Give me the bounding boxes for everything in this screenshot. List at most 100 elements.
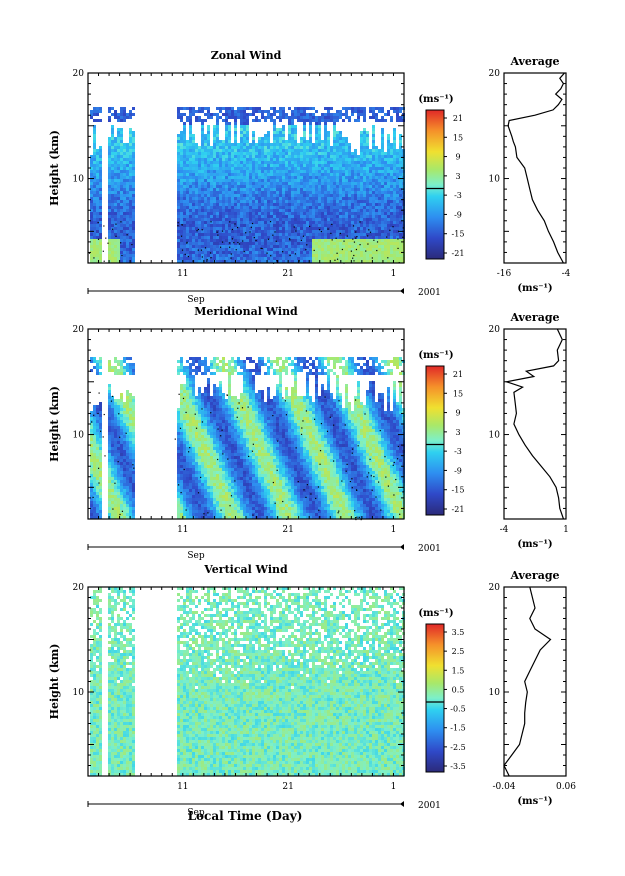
- heatmap-cell: [126, 251, 129, 254]
- heatmap-cell: [219, 194, 222, 197]
- heatmap-cell: [222, 254, 225, 257]
- heatmap-cell: [348, 200, 351, 203]
- heatmap-cell: [324, 206, 327, 209]
- heatmap-cell: [384, 215, 387, 218]
- heatmap-cell: [108, 495, 111, 498]
- heatmap-cell: [111, 260, 114, 263]
- heatmap-cell: [300, 194, 303, 197]
- heatmap-cell: [396, 119, 399, 122]
- heatmap-cell: [336, 116, 339, 119]
- heatmap-cell: [129, 221, 132, 224]
- heatmap-cell: [312, 197, 315, 200]
- heatmap-cell: [111, 471, 114, 474]
- heatmap-cell: [204, 107, 207, 110]
- heatmap-cell: [369, 248, 372, 251]
- heatmap-cell: [216, 116, 219, 119]
- heatmap-cell: [282, 209, 285, 212]
- heatmap-cell: [387, 146, 390, 149]
- heatmap-cell: [384, 245, 387, 248]
- heatmap-cell: [336, 182, 339, 185]
- heatmap-cell: [180, 131, 183, 134]
- heatmap-cell: [234, 173, 237, 176]
- heatmap-cell: [288, 173, 291, 176]
- heatmap-cell: [129, 513, 132, 516]
- heatmap-cell: [321, 248, 324, 251]
- heatmap-cell: [219, 236, 222, 239]
- heatmap-cell: [120, 474, 123, 477]
- heatmap-cell: [108, 206, 111, 209]
- heatmap-cell: [366, 188, 369, 191]
- heatmap-cell: [324, 134, 327, 137]
- heatmap-cell: [318, 149, 321, 152]
- heatmap-cell: [327, 119, 330, 122]
- heatmap-cell: [123, 411, 126, 414]
- heatmap-cell: [237, 239, 240, 242]
- heatmap-cell: [315, 167, 318, 170]
- heatmap-cell: [231, 170, 234, 173]
- heatmap-cell: [345, 149, 348, 152]
- heatmap-cell: [93, 206, 96, 209]
- heatmap-cell: [282, 185, 285, 188]
- heatmap-cell: [363, 134, 366, 137]
- heatmap-cell: [108, 513, 111, 516]
- heatmap-cell: [264, 215, 267, 218]
- heatmap-cell: [381, 200, 384, 203]
- heatmap-cell: [123, 218, 126, 221]
- heatmap-cell: [336, 248, 339, 251]
- heatmap-cell: [381, 218, 384, 221]
- contour-dot: [306, 244, 308, 246]
- heatmap-cell: [234, 113, 237, 116]
- heatmap-cell: [318, 143, 321, 146]
- heatmap-cell: [285, 215, 288, 218]
- heatmap-cell: [207, 215, 210, 218]
- heatmap-cell: [396, 185, 399, 188]
- heatmap-cell: [177, 155, 180, 158]
- heatmap-cell: [213, 218, 216, 221]
- heatmap-cell: [309, 239, 312, 242]
- heatmap-cell: [189, 260, 192, 263]
- heatmap-cell: [129, 230, 132, 233]
- heatmap-cell: [237, 257, 240, 260]
- heatmap-cell: [126, 242, 129, 245]
- heatmap-cell: [108, 149, 111, 152]
- heatmap-cell: [345, 137, 348, 140]
- heatmap-cell: [99, 447, 102, 450]
- contour-dot: [330, 232, 332, 235]
- heatmap-cell: [99, 489, 102, 492]
- heatmap-cell: [201, 107, 204, 110]
- heatmap-cell: [222, 206, 225, 209]
- heatmap-cell: [225, 215, 228, 218]
- heatmap-cell: [192, 236, 195, 239]
- heatmap-cell: [261, 197, 264, 200]
- heatmap-cell: [126, 426, 129, 429]
- heatmap-cell: [276, 239, 279, 242]
- heatmap-cell: [318, 236, 321, 239]
- heatmap-cell: [90, 209, 93, 212]
- heatmap-cell: [318, 122, 321, 125]
- heatmap-cell: [201, 128, 204, 131]
- heatmap-cell: [126, 393, 129, 396]
- heatmap-cell: [300, 209, 303, 212]
- heatmap-cell: [363, 173, 366, 176]
- heatmap-cell: [390, 161, 393, 164]
- heatmap-cell: [99, 513, 102, 516]
- heatmap-cell: [309, 143, 312, 146]
- heatmap-cell: [231, 113, 234, 116]
- heatmap-cell: [333, 257, 336, 260]
- heatmap-cell: [183, 215, 186, 218]
- heatmap-cell: [201, 188, 204, 191]
- heatmap-cell: [108, 447, 111, 450]
- heatmap-cell: [291, 224, 294, 227]
- heatmap-cell: [354, 119, 357, 122]
- heatmap-cell: [120, 462, 123, 465]
- heatmap-cell: [396, 158, 399, 161]
- heatmap-cell: [111, 143, 114, 146]
- heatmap-cell: [393, 170, 396, 173]
- heatmap-cell: [249, 194, 252, 197]
- heatmap-cell: [300, 242, 303, 245]
- heatmap-cell: [126, 161, 129, 164]
- heatmap-cell: [294, 134, 297, 137]
- heatmap-cell: [306, 158, 309, 161]
- heatmap-cell: [93, 498, 96, 501]
- heatmap-cell: [99, 444, 102, 447]
